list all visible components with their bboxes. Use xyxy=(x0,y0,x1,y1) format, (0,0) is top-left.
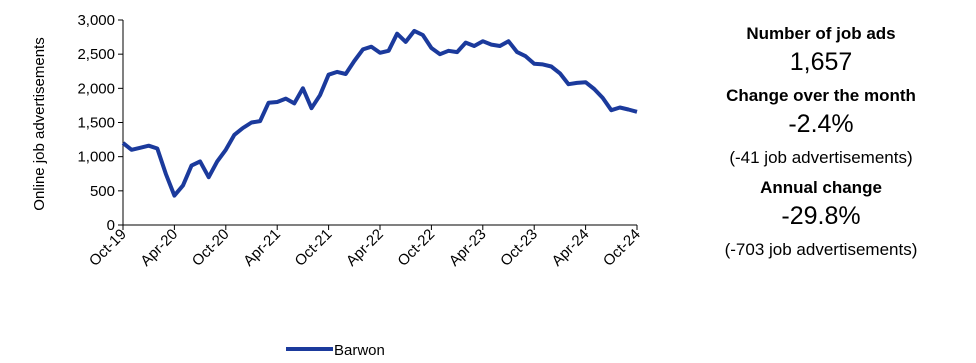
line-chart: 0 500 1,000 1,500 2,000 2,500 3,000 Oct-19 Apr-… xyxy=(31,12,644,359)
x-tick-label: Oct-23 xyxy=(497,226,541,270)
number-of-job-ads-value: 1,657 xyxy=(789,48,853,76)
y-tick-label: 2,500 xyxy=(77,46,115,63)
y-tick-label: 500 xyxy=(90,183,115,200)
monthly-change-note: (-41 job advertisements) xyxy=(729,148,913,167)
legend: Barwon xyxy=(286,342,385,359)
x-tick-label: Apr-20 xyxy=(137,226,181,270)
y-tick-label: 0 xyxy=(107,217,115,234)
y-axis: 0 500 1,000 1,500 2,000 2,500 3,000 xyxy=(77,12,124,234)
x-tick-label: Apr-21 xyxy=(240,226,284,270)
x-tick-label: Apr-22 xyxy=(343,226,387,270)
y-tick-label: 1,000 xyxy=(77,149,115,166)
monthly-change-label: Change over the month xyxy=(726,86,916,105)
number-of-job-ads-label: Number of job ads xyxy=(746,24,896,43)
x-axis: Oct-19 Apr-20 Oct-20 Apr-21 Oct-21 Apr-22 Oct-… xyxy=(86,224,644,270)
annual-change-label: Annual change xyxy=(760,178,882,197)
annual-change-value: -29.8% xyxy=(781,202,861,230)
annual-change-note: (-703 job advertisements) xyxy=(724,240,918,259)
y-tick-label: 1,500 xyxy=(77,115,115,132)
legend-label-barwon: Barwon xyxy=(334,342,385,359)
y-axis-title: Online job advertisements xyxy=(31,37,48,210)
monthly-change-value: -2.4% xyxy=(788,110,854,138)
x-tick-label: Apr-24 xyxy=(549,226,593,270)
x-tick-label: Oct-20 xyxy=(189,226,233,270)
x-tick-label: Apr-23 xyxy=(446,226,490,270)
x-tick-label: Oct-24 xyxy=(600,226,644,270)
y-tick-label: 3,000 xyxy=(77,12,115,29)
stats-panel: Number of job ads 1,657 Change over the … xyxy=(676,22,966,268)
x-tick-label: Oct-21 xyxy=(292,226,336,270)
series-line-barwon xyxy=(121,28,638,198)
x-tick-label: Oct-22 xyxy=(394,226,438,270)
y-tick-label: 2,000 xyxy=(77,80,115,97)
plot-area xyxy=(121,28,638,198)
